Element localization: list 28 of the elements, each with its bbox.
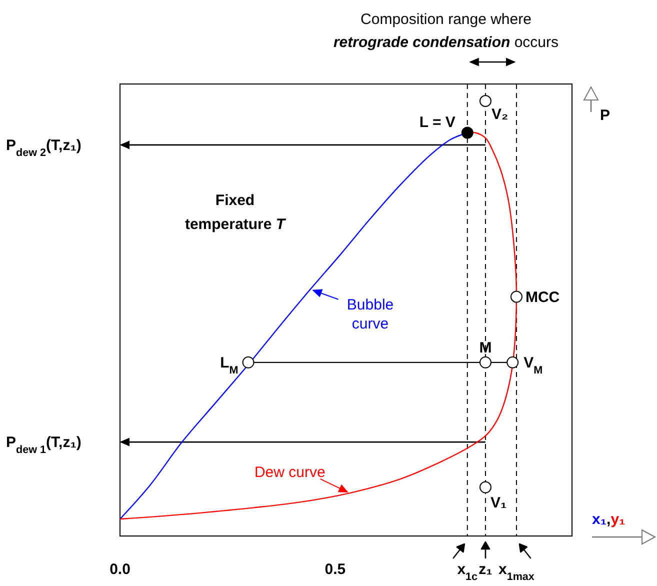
point — [242, 356, 254, 368]
chart-subtitle: retrograde condensation occurs — [333, 34, 559, 51]
annotation: M — [479, 339, 492, 356]
annotation: V₂ — [491, 106, 508, 123]
x-tick-label: 0.5 — [324, 561, 346, 578]
x-tick-label: x$_{1max}$ — [498, 561, 534, 583]
x-tick-label: x$_{1c}$ — [457, 561, 478, 583]
point — [510, 290, 522, 303]
annotation: L = V — [419, 114, 456, 131]
x-tick-label: 0.0 — [110, 561, 130, 578]
x-axis-title: x₁,y₁ — [592, 511, 626, 528]
ref-line-label: P$_{dew 2}$(T,z₁) — [6, 136, 82, 159]
text: Bubble curve — [346, 296, 394, 332]
annotation: Fixed temperature T — [184, 192, 287, 233]
annotation: L$_{M}$ — [220, 354, 238, 376]
annotation: V$_{M}$ — [524, 354, 543, 376]
ref-line-label: P$_{dew 1}$(T,z₁) — [6, 434, 82, 456]
point — [506, 356, 519, 368]
x-tick-label: z₁ — [478, 561, 492, 578]
point — [479, 95, 492, 107]
point — [479, 356, 492, 368]
y-axis-title: P — [600, 107, 610, 124]
point — [479, 481, 492, 494]
annotation: MCC — [525, 288, 560, 306]
point — [461, 126, 474, 139]
chart-title: Composition range where — [360, 11, 532, 28]
series-label: Dew curve — [254, 464, 326, 481]
annotation: V₁ — [490, 494, 507, 512]
